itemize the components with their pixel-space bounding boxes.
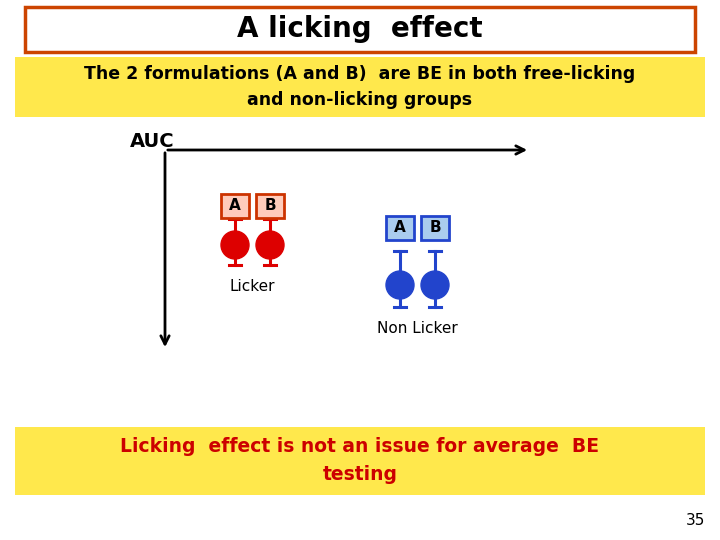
Text: A: A [394, 220, 406, 235]
Text: The 2 formulations (A and B)  are BE in both free-licking
and non-licking groups: The 2 formulations (A and B) are BE in b… [84, 65, 636, 109]
FancyBboxPatch shape [421, 216, 449, 240]
FancyBboxPatch shape [15, 57, 705, 117]
Circle shape [421, 271, 449, 299]
Text: AUC: AUC [130, 132, 175, 151]
Text: B: B [264, 199, 276, 213]
Text: A: A [229, 199, 241, 213]
Text: Licking  effect is not an issue for average  BE
testing: Licking effect is not an issue for avera… [120, 437, 600, 484]
Circle shape [386, 271, 414, 299]
Text: 35: 35 [685, 513, 705, 528]
FancyBboxPatch shape [256, 194, 284, 218]
Circle shape [221, 231, 249, 259]
FancyBboxPatch shape [15, 427, 705, 495]
FancyBboxPatch shape [386, 216, 414, 240]
Circle shape [256, 231, 284, 259]
FancyBboxPatch shape [221, 194, 249, 218]
FancyBboxPatch shape [25, 7, 695, 52]
Text: A licking  effect: A licking effect [237, 15, 483, 43]
Text: Licker: Licker [230, 279, 275, 294]
Text: Non Licker: Non Licker [377, 321, 458, 336]
Text: B: B [429, 220, 441, 235]
